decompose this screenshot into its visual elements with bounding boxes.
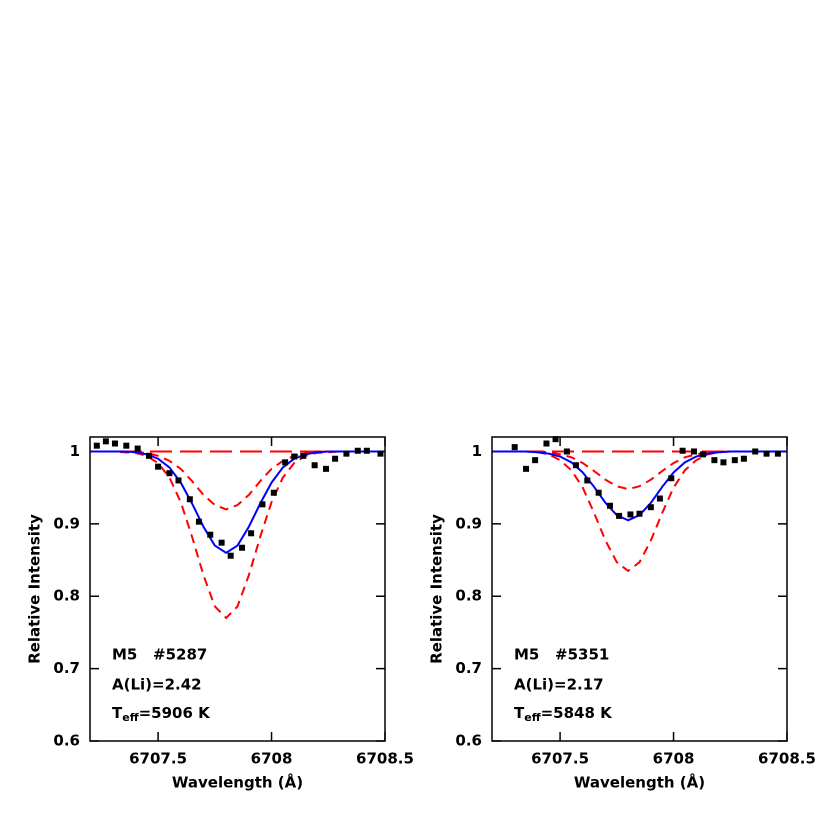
data-point: [123, 442, 130, 449]
data-point: [584, 477, 591, 484]
data-point: [607, 502, 613, 509]
data-point: [552, 436, 559, 443]
data-point: [656, 495, 663, 502]
data-point: [218, 539, 225, 546]
data-point: [282, 459, 289, 466]
annotation: A(Li)=2.17: [514, 676, 604, 694]
x-tick-label: 6708.5: [758, 750, 816, 768]
data-point: [647, 504, 654, 511]
data-point: [711, 457, 718, 464]
line-series: [90, 450, 385, 620]
x-tick-label: 6708: [251, 750, 293, 768]
data-point: [270, 489, 277, 496]
data-point: [700, 451, 707, 458]
plot-frame: [491, 436, 788, 742]
data-point: [668, 475, 675, 482]
line-series: [90, 450, 385, 511]
teff-subscript: eff: [524, 711, 540, 724]
data-point: [543, 440, 550, 447]
annotation: M5 #5287: [112, 646, 207, 664]
x-tick-label: 6708.5: [356, 750, 414, 768]
data-point: [166, 470, 173, 477]
panel: 0.6 0.7 0.8 0.9 1 6707.5 6708 6708.5 Wavelength …: [26, 436, 414, 792]
x-axis-label: Wavelength (Å): [172, 773, 303, 792]
data-point: [207, 531, 214, 538]
annotation: A(Li)=2.42: [112, 676, 202, 694]
y-axis-label: Relative Intensity: [26, 514, 44, 664]
data-point: [134, 445, 141, 452]
data-point: [311, 462, 318, 469]
data-point: [248, 530, 255, 537]
data-point: [720, 459, 727, 466]
data-point: [146, 452, 152, 459]
data-point: [300, 452, 307, 459]
data-point: [323, 465, 329, 472]
data-point: [523, 465, 530, 472]
y-tick-label: 0.7: [53, 659, 80, 677]
data-point: [563, 448, 570, 455]
line-series: [90, 450, 385, 554]
y-tick-label: 0.9: [455, 514, 482, 532]
data-point: [111, 440, 118, 447]
y-axis-label: Relative Intensity: [428, 514, 446, 664]
data-point: [175, 477, 182, 484]
data-point: [343, 450, 350, 457]
data-point: [354, 447, 361, 454]
data-point: [186, 496, 193, 503]
data-point: [102, 438, 109, 445]
data-point: [690, 448, 697, 455]
annotation: Teff=5906 K: [112, 704, 211, 725]
data-point: [155, 463, 162, 470]
data-point: [239, 544, 246, 551]
annotation: M5 #5351: [514, 646, 609, 664]
data-point: [363, 447, 370, 454]
data-point: [679, 447, 686, 454]
x-axis-label: Wavelength (Å): [574, 773, 705, 792]
data-point: [740, 455, 747, 462]
data-point: [259, 501, 266, 508]
data-point: [636, 510, 643, 517]
annotation: Teff=5848 K: [514, 704, 613, 725]
data-point: [616, 512, 623, 519]
y-tick-label: 0.8: [53, 587, 80, 605]
teff-symbol: T: [514, 704, 525, 722]
panel: 0.6 0.7 0.8 0.9 1 6707.5 6708 6708.5 Wavelength …: [428, 436, 816, 792]
data-point: [291, 453, 298, 460]
teff-text: =5906 K: [139, 704, 212, 722]
y-tick-label: 1: [70, 442, 80, 460]
x-tick-label: 6707.5: [129, 750, 187, 768]
y-tick-label: 0.7: [455, 659, 482, 677]
teff-symbol: T: [112, 704, 123, 722]
x-tick-label: 6708: [653, 750, 695, 768]
y-tick-label: 0.6: [53, 732, 80, 750]
teff-text: =5848 K: [541, 704, 614, 722]
y-tick-label: 0.8: [455, 587, 482, 605]
data-point: [595, 489, 602, 496]
teff-subscript: eff: [122, 711, 138, 724]
x-tick-label: 6707.5: [531, 750, 589, 768]
data-point: [752, 448, 759, 455]
data-point: [227, 552, 234, 559]
data-point: [763, 450, 770, 457]
y-tick-label: 1: [472, 442, 482, 460]
data-point: [731, 457, 738, 464]
y-tick-label: 0.9: [53, 514, 80, 532]
data-point: [774, 450, 781, 457]
data-point: [93, 442, 100, 449]
data-point: [377, 450, 384, 457]
plot-frame: [89, 436, 386, 742]
data-point: [627, 511, 634, 518]
data-point: [332, 455, 339, 462]
data-point: [195, 518, 202, 525]
data-point: [572, 462, 579, 469]
data-point: [532, 457, 539, 464]
y-tick-label: 0.6: [455, 732, 482, 750]
data-point: [511, 444, 518, 451]
